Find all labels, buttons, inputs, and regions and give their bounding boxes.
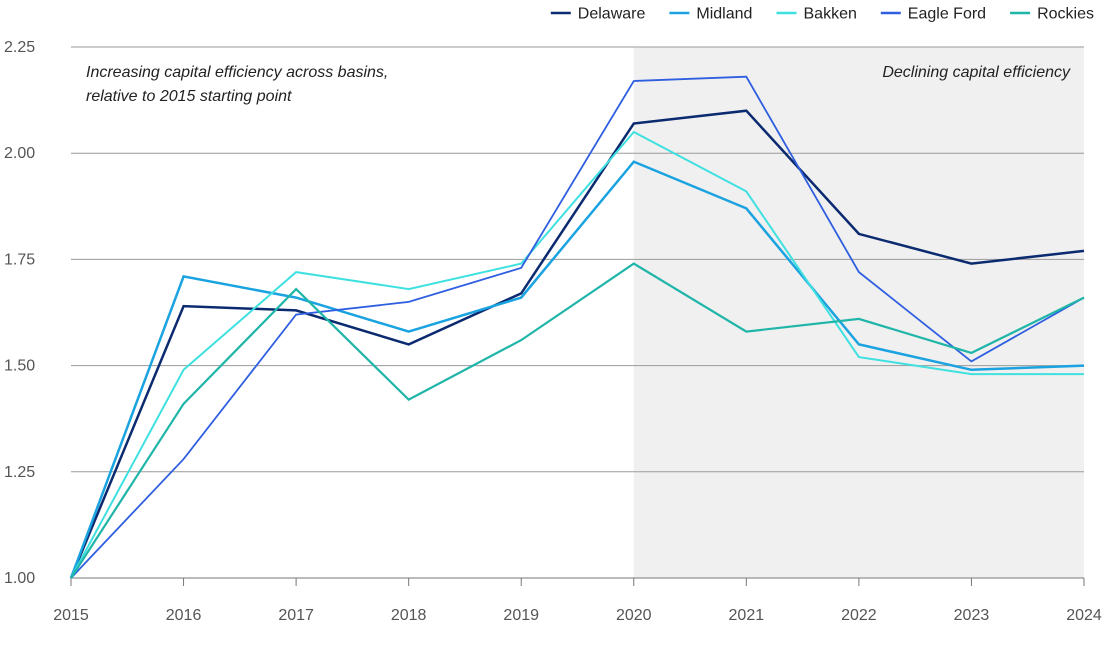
- x-tick-label: 2015: [53, 607, 89, 624]
- legend-item-midland: Midland: [669, 6, 752, 23]
- series-line-bakken: [70, 130, 1084, 579]
- y-tick-label: 1.50: [4, 358, 35, 375]
- legend-label: Delaware: [578, 6, 646, 23]
- legend: Delaware Midland Bakken Eagle Ford Rockies: [550, 6, 1094, 23]
- axis-layer: 1.00 1.25 1.50 1.75 2.00 2.25 2015 2016 2017 2018…: [4, 39, 1102, 624]
- series-line-eagle-ford: [70, 75, 1085, 579]
- series-layer: [69, 75, 1085, 579]
- y-tick-label: 1.25: [4, 464, 35, 481]
- x-tick-label: 2021: [729, 607, 765, 624]
- y-tick-label: 1.75: [4, 251, 35, 268]
- x-tick-label: 2022: [841, 607, 877, 624]
- legend-item-eagle-ford: Eagle Ford: [880, 6, 986, 23]
- legend-item-rockies: Rockies: [1010, 6, 1094, 23]
- x-tick-label: 2016: [166, 607, 202, 624]
- legend-item-bakken: Bakken: [776, 6, 857, 23]
- x-tick-label: 2024: [1066, 607, 1102, 624]
- x-tick-label: 2020: [616, 607, 652, 624]
- annotation-layer: Increasing capital efficiency across bas…: [86, 64, 1071, 105]
- legend-label: Eagle Ford: [908, 6, 986, 23]
- legend-item-delaware: Delaware: [550, 6, 646, 23]
- shaded-region-layer: [633, 47, 1084, 578]
- series-line-rockies: [70, 262, 1085, 579]
- x-tick-label: 2019: [503, 607, 539, 624]
- annotation-increasing-line1: Increasing capital efficiency across bas…: [86, 64, 388, 81]
- series-line-delaware: [69, 109, 1085, 579]
- x-tick-label: 2017: [278, 607, 314, 624]
- grid-layer: [71, 46, 1084, 579]
- series-line-midland: [69, 160, 1085, 579]
- annotation-increasing-line2: relative to 2015 starting point: [86, 88, 292, 105]
- y-tick-label: 2.00: [4, 145, 35, 162]
- x-tick-label: 2018: [391, 607, 427, 624]
- x-tick-label: 2023: [954, 607, 990, 624]
- y-tick-label: 1.00: [4, 570, 35, 587]
- annotation-declining: Declining capital efficiency: [882, 64, 1071, 81]
- y-tick-label: 2.25: [4, 39, 35, 56]
- legend-label: Rockies: [1037, 6, 1094, 23]
- legend-label: Midland: [696, 6, 752, 23]
- legend-label: Bakken: [804, 6, 857, 23]
- declining-period-shade: [633, 47, 1084, 578]
